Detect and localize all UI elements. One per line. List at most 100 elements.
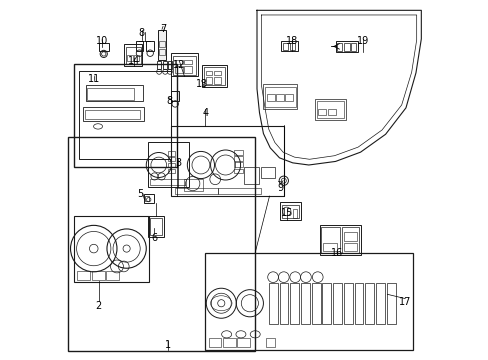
Bar [163, 62, 167, 69]
Bar [311, 283, 320, 324]
Bar [223, 338, 235, 347]
Bar [282, 43, 287, 50]
Bar [123, 44, 142, 66]
Bar [134, 55, 139, 62]
Bar [74, 216, 148, 282]
Bar [83, 108, 143, 121]
Bar [149, 179, 185, 185]
Bar [343, 232, 356, 241]
Bar [268, 283, 277, 324]
Bar [233, 157, 242, 161]
Bar [322, 283, 331, 324]
Bar [125, 47, 140, 64]
Bar [85, 85, 142, 102]
Bar [318, 109, 325, 115]
Bar [80, 71, 170, 158]
Bar [341, 227, 358, 253]
Bar [386, 283, 395, 324]
Bar [183, 179, 203, 192]
Bar [167, 152, 175, 156]
Bar [365, 283, 373, 324]
Bar [315, 99, 345, 120]
Bar [157, 62, 161, 69]
Bar [184, 60, 192, 64]
Bar [175, 60, 183, 64]
Bar [343, 283, 352, 324]
Text: 4: 4 [202, 108, 208, 118]
Bar [292, 208, 296, 217]
Text: 9: 9 [277, 183, 283, 193]
Bar [336, 43, 342, 51]
Text: 18: 18 [285, 36, 297, 46]
Bar [145, 196, 148, 202]
Text: 12: 12 [173, 60, 185, 70]
Bar [275, 94, 283, 101]
Bar [208, 338, 221, 347]
Bar [99, 43, 108, 51]
Bar [233, 162, 242, 167]
Bar [280, 202, 300, 220]
Text: 19: 19 [356, 36, 368, 46]
Bar [344, 43, 349, 51]
Bar [285, 94, 292, 101]
Text: 14: 14 [127, 57, 140, 66]
Bar [375, 283, 384, 324]
Bar [175, 66, 183, 73]
Bar [263, 84, 297, 109]
Bar [67, 137, 255, 351]
Text: 7: 7 [160, 24, 166, 34]
Bar [205, 252, 412, 350]
Bar [233, 168, 242, 173]
Bar [350, 43, 355, 51]
Bar [214, 77, 220, 84]
Bar [343, 243, 356, 251]
Bar [244, 167, 258, 184]
Bar [233, 150, 242, 155]
Bar [323, 243, 337, 251]
Bar [281, 41, 298, 51]
Bar [217, 188, 260, 194]
Bar [282, 204, 299, 218]
Bar [171, 126, 283, 196]
Bar [146, 41, 154, 51]
Bar [237, 338, 249, 347]
Bar [159, 49, 165, 55]
Text: 8: 8 [138, 28, 144, 38]
Bar [167, 157, 175, 161]
Bar [266, 94, 274, 101]
Text: 2: 2 [96, 301, 102, 311]
Text: 3: 3 [175, 158, 181, 168]
Bar [184, 66, 192, 73]
Bar [171, 53, 198, 76]
Bar [321, 227, 339, 253]
Bar [205, 71, 212, 75]
Bar [74, 64, 177, 167]
Bar [354, 283, 363, 324]
Bar [167, 62, 172, 69]
Text: 6: 6 [151, 233, 157, 243]
Bar [158, 30, 165, 60]
Bar [203, 67, 224, 85]
Bar [316, 101, 343, 118]
Bar [335, 41, 357, 52]
Bar [135, 41, 143, 51]
Bar [214, 71, 220, 75]
Text: 10: 10 [96, 36, 108, 46]
Bar [148, 216, 164, 237]
Text: 8: 8 [166, 96, 172, 106]
Text: 5: 5 [137, 189, 143, 199]
Bar [202, 65, 226, 87]
Bar [171, 91, 179, 102]
Text: 1: 1 [164, 340, 170, 350]
Bar [327, 109, 335, 115]
Bar [205, 77, 212, 84]
Bar [148, 143, 189, 187]
Bar [87, 88, 134, 100]
Bar [265, 338, 274, 347]
Bar [106, 271, 119, 280]
Bar [77, 271, 90, 280]
Bar [279, 283, 288, 324]
Text: 13: 13 [195, 78, 207, 89]
Bar [159, 41, 165, 47]
Bar [300, 283, 309, 324]
